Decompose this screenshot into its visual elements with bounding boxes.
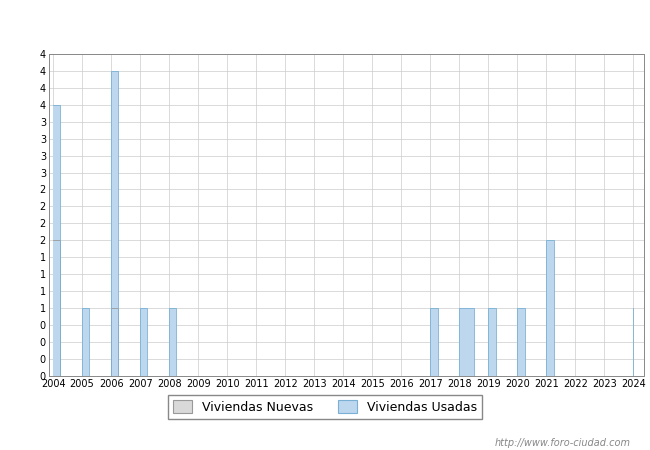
Legend: Viviendas Nuevas, Viviendas Usadas: Viviendas Nuevas, Viviendas Usadas (168, 396, 482, 419)
Text: http://www.foro-ciudad.com: http://www.foro-ciudad.com (495, 438, 630, 448)
Text: Roturas - Evolucion del Nº de Transacciones Inmobiliarias: Roturas - Evolucion del Nº de Transaccio… (114, 16, 536, 31)
